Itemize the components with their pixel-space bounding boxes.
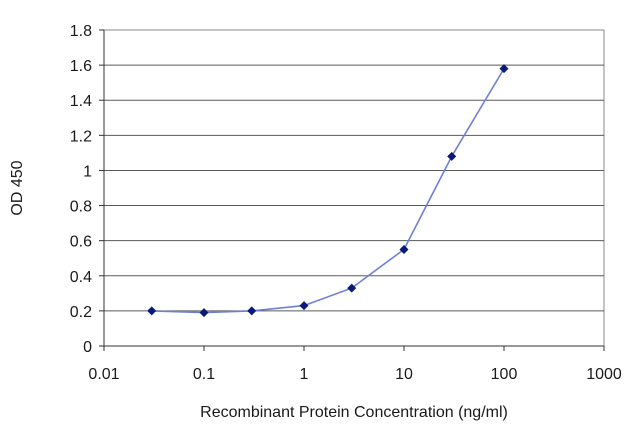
data-point bbox=[299, 301, 309, 311]
y-tick-label: 1.2 bbox=[70, 128, 92, 145]
y-tick-labels: 0 0.2 0.4 0.6 0.8 1 1.2 1.4 1.6 1.8 bbox=[70, 23, 104, 356]
data-point bbox=[447, 151, 457, 161]
plot-area bbox=[103, 29, 605, 347]
data-point bbox=[199, 308, 209, 318]
data-point bbox=[247, 306, 257, 316]
x-tick-labels: 0.01 0.1 1 10 100 1000 bbox=[88, 346, 622, 383]
y-tick-label: 0.6 bbox=[70, 234, 92, 251]
gridlines bbox=[104, 64, 604, 312]
axes bbox=[103, 30, 604, 347]
series-line bbox=[151, 68, 505, 314]
data-point bbox=[499, 64, 509, 74]
y-axis-title: OD 450 bbox=[9, 160, 26, 215]
y-tick-label: 0.8 bbox=[70, 199, 92, 216]
data-point bbox=[399, 244, 409, 254]
y-tick-label: 1.4 bbox=[70, 93, 92, 110]
y-tick-label: 1 bbox=[83, 163, 92, 180]
x-tick-label: 1000 bbox=[586, 366, 622, 383]
x-tick-label: 0.1 bbox=[193, 366, 215, 383]
x-tick-label: 100 bbox=[491, 366, 518, 383]
data-point bbox=[147, 306, 157, 316]
x-tick-label: 1 bbox=[300, 366, 309, 383]
data-point bbox=[347, 283, 357, 293]
y-tick-label: 0 bbox=[83, 339, 92, 356]
x-tick-label: 0.01 bbox=[88, 366, 119, 383]
y-tick-label: 1.8 bbox=[70, 23, 92, 40]
series-layer bbox=[147, 64, 509, 318]
x-axis-title: Recombinant Protein Concentration (ng/ml… bbox=[200, 404, 508, 421]
y-tick-label: 1.6 bbox=[70, 58, 92, 75]
y-tick-label: 0.4 bbox=[70, 269, 92, 286]
x-tick-label: 10 bbox=[395, 366, 413, 383]
y-tick-label: 0.2 bbox=[70, 304, 92, 321]
